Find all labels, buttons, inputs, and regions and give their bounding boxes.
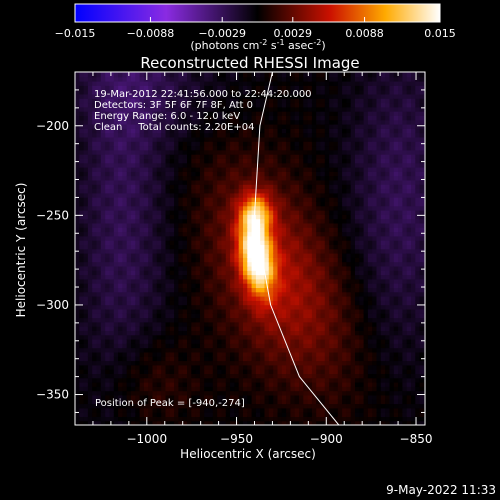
x-tick-label: −850	[400, 432, 433, 446]
peak-position-label: Position of Peak = [-940,-274]	[95, 398, 245, 409]
y-tick-label: −250	[36, 208, 69, 222]
colorbar-tick-label: −0.0029	[198, 27, 246, 40]
axis-ticks: −1000 −950 −900 −850 −350 −300 −250 −200	[36, 71, 433, 446]
colorbar-tick-label: 0.0029	[274, 27, 313, 40]
colorbar-tick-label: −0.0088	[127, 27, 175, 40]
plot-frame	[74, 71, 426, 426]
x-tick-label: −1000	[126, 432, 167, 446]
colorbar-units: (photons cm-2 s-1 asec-2)	[190, 38, 325, 52]
colorbar-tick-label: −0.015	[55, 27, 96, 40]
colorbar-ticks: −0.015 −0.0088 −0.0029 0.0029 0.0088 0.015	[55, 17, 456, 40]
y-tick-label: −350	[36, 388, 69, 402]
colorbar-tick-label: 0.0088	[345, 27, 384, 40]
footer-timestamp: 9-May-2022 11:33	[386, 483, 496, 497]
colorbar-tick-label: 0.015	[424, 27, 456, 40]
x-axis-label: Heliocentric X (arcsec)	[180, 447, 316, 461]
y-tick-label: −300	[36, 298, 69, 312]
x-tick-label: −900	[310, 432, 343, 446]
info-line-counts: Clean Total counts: 2.20E+04	[94, 122, 254, 133]
info-block: 19-Mar-2012 22:41:56.000 to 22:44:20.000…	[94, 89, 312, 133]
solar-limb-curve	[253, 72, 340, 425]
info-line-time: 19-Mar-2012 22:41:56.000 to 22:44:20.000	[94, 89, 312, 100]
x-tick-label: −950	[220, 432, 253, 446]
y-tick-label: −200	[36, 119, 69, 133]
y-axis-label: Heliocentric Y (arcsec)	[14, 183, 28, 318]
info-line-detectors: Detectors: 3F 5F 6F 7F 8F, Att 0	[94, 100, 253, 111]
colorbar	[74, 3, 441, 23]
chart-title: Reconstructed RHESSI Image	[140, 54, 359, 72]
info-line-energy: Energy Range: 6.0 - 12.0 keV	[94, 111, 240, 122]
